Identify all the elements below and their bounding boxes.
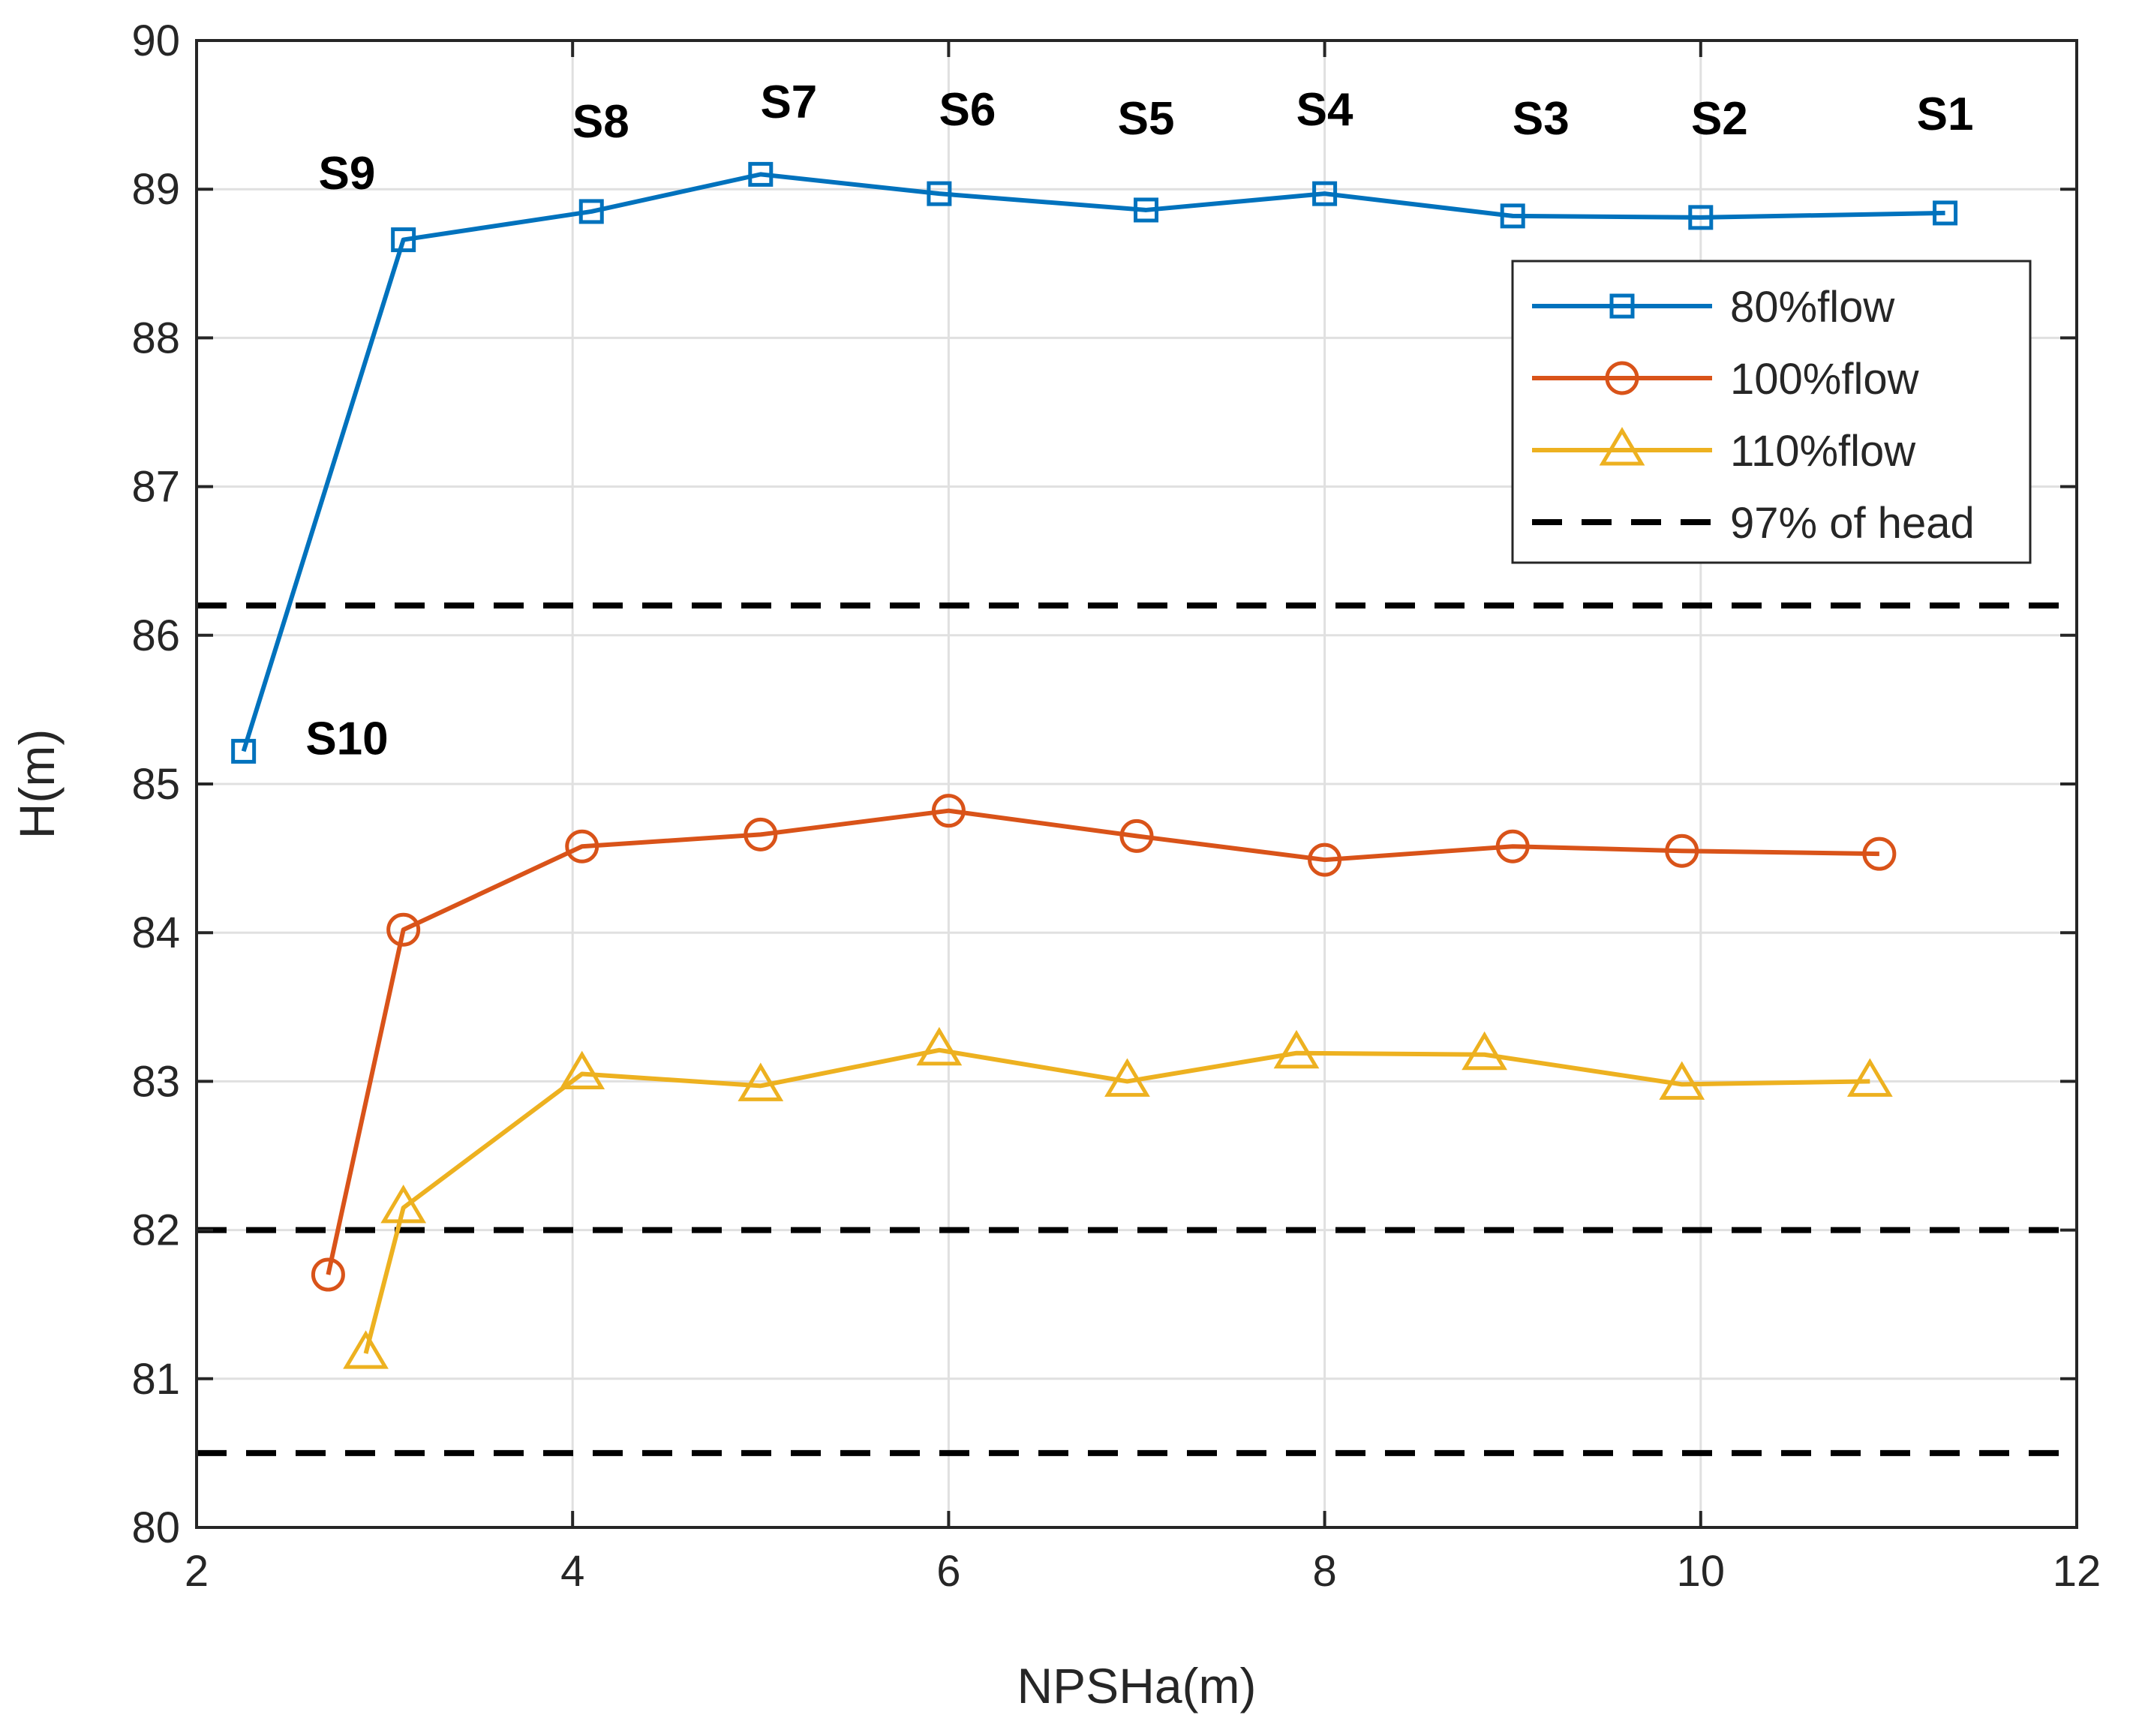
x-tick-label: 12 <box>2053 1547 2101 1596</box>
data-point <box>1308 842 1342 877</box>
y-axis-label: H(m) <box>9 729 65 839</box>
legend-entry: 80%flow <box>1532 283 1895 332</box>
data-point <box>231 738 257 764</box>
data-point <box>1119 818 1154 853</box>
legend-marker <box>1605 361 1639 395</box>
legend-label: 100%flow <box>1730 355 1920 404</box>
legend-marker <box>1609 293 1635 319</box>
legend-box <box>1511 260 2032 564</box>
series-layer <box>231 161 1958 1369</box>
data-point <box>578 199 604 224</box>
point-label: S6 <box>939 84 996 136</box>
point-label: S9 <box>319 148 376 200</box>
series-line <box>241 172 1945 752</box>
point-label: S5 <box>1118 93 1175 145</box>
data-point <box>386 912 421 947</box>
data-point <box>931 794 966 828</box>
legend-label: 97% of head <box>1730 499 1975 548</box>
data-point <box>916 1026 963 1066</box>
data-point <box>391 227 416 253</box>
data-point <box>380 1184 427 1224</box>
data-point <box>738 1062 784 1101</box>
data-point <box>1134 197 1159 223</box>
data-point <box>311 1257 345 1292</box>
data-point <box>559 1050 605 1089</box>
data-point <box>744 817 778 851</box>
x-tick-label: 2 <box>185 1547 209 1596</box>
y-tick-label: 82 <box>131 1206 180 1255</box>
y-tick-label: 85 <box>131 760 180 809</box>
y-tick-label: 87 <box>131 463 180 512</box>
point-label: S4 <box>1296 84 1353 136</box>
y-tick-label: 83 <box>131 1057 180 1106</box>
x-tick-label: 4 <box>560 1547 584 1596</box>
data-point <box>1312 181 1338 206</box>
data-point <box>1273 1029 1320 1069</box>
axis-ticks: 2 4 6 8 10 12 80 81 82 83 84 85 86 87 88 89 90 <box>131 17 2101 1596</box>
y-tick-label: 81 <box>131 1355 180 1404</box>
y-tick-label: 88 <box>131 314 180 362</box>
legend-label: 110%flow <box>1730 427 1916 476</box>
point-label: S8 <box>572 96 629 148</box>
legend-marker <box>1599 427 1645 466</box>
point-label: S10 <box>305 713 388 764</box>
data-point <box>343 1330 389 1369</box>
legend-entry: 97% of head <box>1532 499 1975 548</box>
legend-entry: 100%flow <box>1532 355 1920 404</box>
data-point <box>1862 836 1897 871</box>
point-label: S2 <box>1691 93 1748 145</box>
point-labels: S1 S2 S3 S4 S5 S6 S7 S8 S9 S10 <box>305 77 1973 764</box>
data-point <box>1104 1058 1150 1097</box>
data-point <box>1500 203 1525 229</box>
series-line <box>326 808 1879 1275</box>
data-point <box>927 181 952 206</box>
reference-lines <box>197 602 2077 1456</box>
x-tick-label: 10 <box>1677 1547 1726 1596</box>
point-label: S1 <box>1917 89 1974 140</box>
data-point <box>1462 1031 1507 1071</box>
data-point <box>1665 833 1699 868</box>
x-tick-label: 8 <box>1312 1547 1336 1596</box>
point-label: S3 <box>1513 93 1570 145</box>
series-2 <box>311 794 1897 1292</box>
y-tick-label: 89 <box>131 165 180 214</box>
data-point <box>1846 1058 1893 1097</box>
y-tick-label: 84 <box>131 909 180 957</box>
data-point <box>1688 205 1714 230</box>
series-3 <box>343 1026 1893 1369</box>
y-tick-label: 86 <box>131 611 180 660</box>
x-tick-label: 6 <box>936 1547 960 1596</box>
series-1 <box>231 161 1958 764</box>
series-line <box>363 1047 1870 1354</box>
x-axis-label: NPSHa(m) <box>1017 1658 1256 1713</box>
data-point <box>748 161 774 187</box>
y-tick-label: 90 <box>131 17 180 65</box>
legend-label: 80%flow <box>1730 283 1895 332</box>
data-point <box>1659 1061 1705 1100</box>
data-point <box>565 829 599 863</box>
y-tick-label: 80 <box>131 1503 180 1552</box>
data-point <box>1495 829 1530 863</box>
legend: 80%flow 100%flow 110%flow 97% of head <box>1511 260 2032 564</box>
point-label: S7 <box>760 77 817 128</box>
data-point <box>1933 200 1958 226</box>
legend-entry: 110%flow <box>1532 427 1916 476</box>
